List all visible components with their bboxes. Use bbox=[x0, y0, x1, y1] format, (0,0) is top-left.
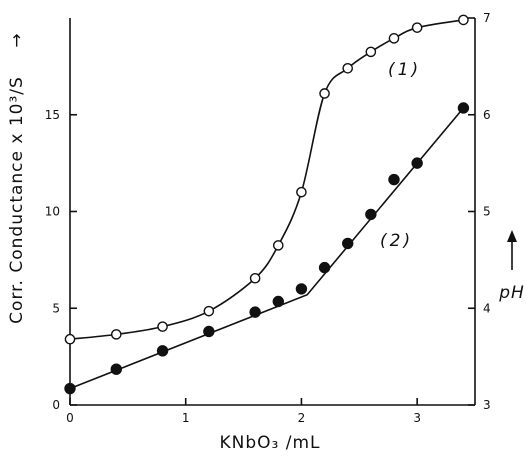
y-axis-left-arrow: → bbox=[7, 32, 27, 47]
ticks: 0 1 2 3 0 5 10 15 3 4 5 6 7 bbox=[45, 11, 491, 425]
series-1-point bbox=[319, 88, 330, 99]
y-axis-right-title: pH bbox=[498, 283, 525, 303]
y-left-tick-label: 0 bbox=[52, 398, 60, 412]
series-2-point bbox=[342, 237, 354, 250]
series-1-point bbox=[458, 14, 469, 26]
y-left-tick-label: 10 bbox=[45, 205, 60, 219]
y-right-tick-label: 7 bbox=[483, 11, 491, 25]
series-2-point bbox=[365, 208, 377, 221]
series-2-point bbox=[457, 102, 470, 114]
series-2-line bbox=[69, 107, 465, 390]
series-2-point bbox=[318, 261, 331, 274]
y-left-tick-label: 5 bbox=[52, 301, 60, 315]
x-axis-title: KNbO₃ /mL bbox=[219, 433, 320, 453]
y-right-tick-label: 6 bbox=[483, 108, 491, 122]
series-1-point bbox=[411, 22, 423, 33]
series-1-point bbox=[157, 321, 168, 332]
y-right-tick-label: 3 bbox=[483, 398, 491, 412]
series-2-point bbox=[295, 283, 308, 295]
x-tick-label: 1 bbox=[182, 411, 190, 425]
series-1-point bbox=[296, 186, 307, 198]
x-tick-label: 3 bbox=[413, 411, 421, 425]
series-1-point bbox=[342, 63, 354, 74]
y-right-tick-label: 5 bbox=[483, 205, 491, 219]
series-1-point bbox=[64, 333, 76, 345]
series-1-point bbox=[203, 305, 215, 317]
x-tick-label: 0 bbox=[66, 411, 74, 425]
series-2-point bbox=[110, 363, 122, 375]
series-2-point bbox=[388, 173, 400, 186]
series-1-point bbox=[110, 329, 122, 340]
series-label-1: (1) bbox=[388, 60, 421, 80]
points bbox=[64, 14, 470, 395]
x-tick-label: 2 bbox=[298, 411, 306, 425]
series-2-point bbox=[64, 382, 76, 395]
series-1-point bbox=[388, 33, 400, 44]
series-1-point bbox=[365, 46, 377, 58]
y-axis-right-arrow bbox=[507, 230, 517, 270]
series-2-point bbox=[411, 157, 423, 169]
series-2-point bbox=[203, 325, 215, 338]
series-2-point bbox=[156, 345, 169, 357]
series-2-point bbox=[272, 295, 284, 308]
series-1-point bbox=[272, 240, 284, 251]
series-1-point bbox=[249, 272, 261, 284]
y-right-tick-label: 4 bbox=[483, 301, 491, 315]
y-left-tick-label: 15 bbox=[45, 108, 60, 122]
series-label-2: (2) bbox=[380, 231, 413, 251]
series-2-point bbox=[249, 306, 261, 318]
y-axis-left-title: Corr. Conductance x 10³/S bbox=[7, 76, 27, 324]
